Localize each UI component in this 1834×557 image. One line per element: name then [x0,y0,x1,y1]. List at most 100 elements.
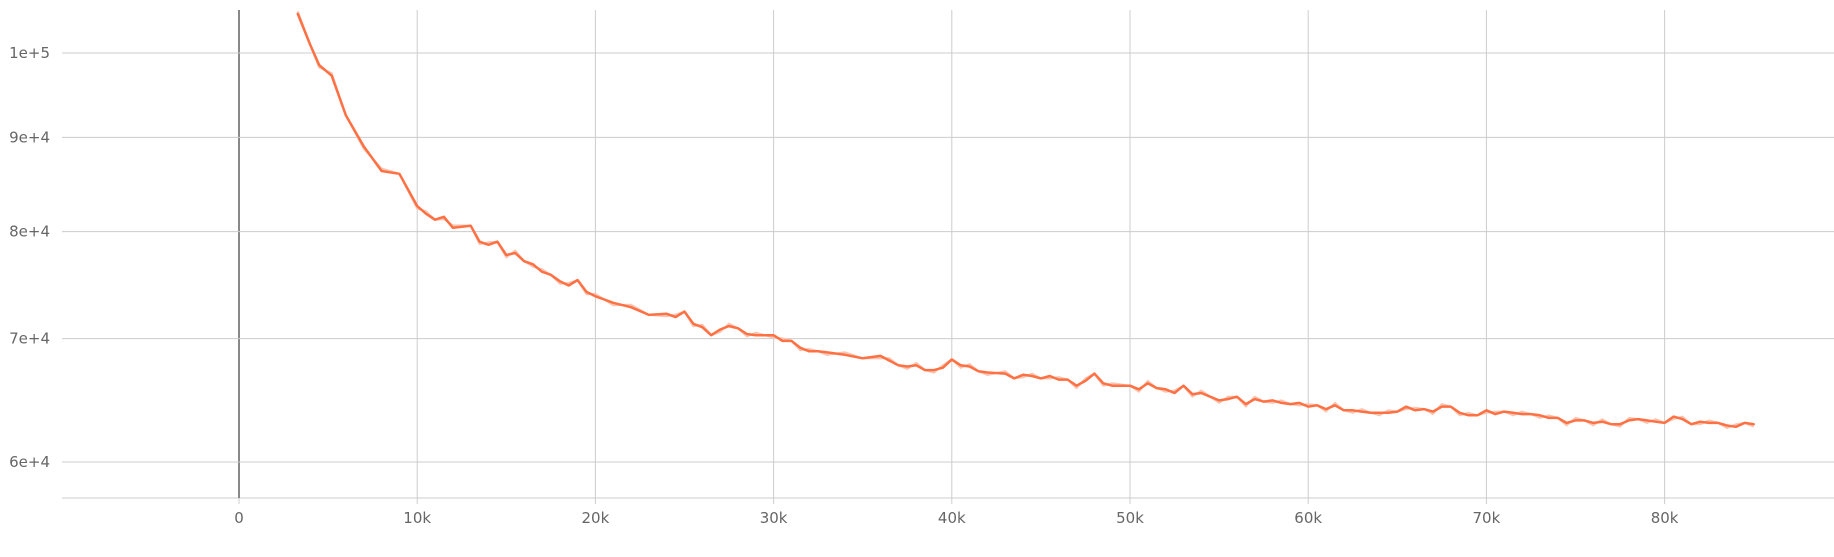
data-point [1414,409,1416,412]
data-point [1556,417,1559,419]
data-point [1298,402,1301,404]
data-point [398,173,401,175]
data-point [487,244,490,246]
data-point [1173,392,1176,394]
data-point [1138,388,1140,391]
data-point [1690,423,1693,426]
data-point [550,274,552,276]
data-point [630,306,632,309]
x-tick-label: 50k [1116,509,1144,527]
data-point [478,240,481,243]
data-point [612,302,614,304]
data-point [817,350,819,353]
x-tick-label: 30k [760,509,788,527]
data-point [1155,387,1158,389]
data-point [1164,388,1167,391]
data-point [1423,408,1425,410]
data-point [1450,405,1452,408]
data-point [1040,377,1042,380]
x-tick-label: 20k [582,509,610,527]
data-point [603,298,606,301]
data-point [1503,410,1505,413]
data-point [1325,408,1327,410]
data-point [541,270,543,273]
data-point [986,371,989,374]
data-point [1619,423,1621,426]
data-point [826,351,828,354]
x-tick-label: 10k [403,509,431,527]
y-tick-label: 7e+4 [9,330,50,348]
data-point [1512,412,1514,414]
data-point [1654,420,1657,423]
data-point [1147,382,1149,385]
data-point [692,323,695,325]
data-point [1378,412,1381,414]
data-point [772,334,775,337]
y-tick-label: 6e+4 [9,453,50,471]
data-point [523,260,525,263]
data-point [1075,384,1078,387]
data-point [469,224,472,227]
data-point [452,226,454,229]
data-point [701,326,704,329]
data-point [1271,399,1274,402]
data-point [434,218,436,221]
data-point [1066,378,1069,381]
data-point [665,313,668,315]
data-point [1726,424,1728,427]
y-tick-label: 1e+5 [9,44,50,62]
data-point [1681,418,1684,420]
data-point [879,355,882,357]
data-point [1396,410,1399,413]
data-point [888,359,891,362]
data-point [1200,392,1203,394]
data-point [737,327,739,330]
data-point [1262,400,1265,403]
x-tick-label: 80k [1651,509,1679,527]
x-tick-label: 60k [1294,509,1322,527]
data-point [674,316,677,318]
data-point [1387,412,1390,414]
data-point [1699,420,1701,423]
data-point [1628,419,1630,422]
data-point [1610,423,1612,426]
data-point [959,364,962,367]
x-tick-label: 40k [938,509,966,527]
data-point [1057,378,1060,381]
data-point [1601,420,1603,423]
y-tick-label: 9e+4 [9,128,50,146]
y-tick-label: 8e+4 [9,223,50,241]
data-point [345,114,347,117]
data-point [977,370,980,373]
data-point [1574,419,1577,422]
series-line [296,12,1755,429]
data-point [496,240,499,243]
data-point [330,74,333,77]
data-point [1352,409,1354,412]
data-point [1494,413,1497,415]
data-point [362,145,365,148]
data-point [951,358,953,361]
data-point [559,280,561,283]
data-point [1111,384,1113,387]
data-point [1583,419,1586,422]
data-point [1369,412,1372,414]
data-point [648,314,650,316]
data-point [1049,375,1051,377]
data-point [1672,415,1675,418]
data-point [1245,403,1247,405]
data-point [1182,384,1185,387]
data-point [1476,414,1479,417]
data-point [1253,398,1256,400]
data-point [1280,402,1283,404]
data-point [1565,422,1568,424]
data-point [1334,404,1336,407]
data-point [915,364,917,367]
data-point [844,354,846,356]
data-point [1646,419,1648,422]
data-point [309,44,312,46]
grid [62,10,1834,504]
data-point [416,205,419,207]
data-point [924,369,926,371]
